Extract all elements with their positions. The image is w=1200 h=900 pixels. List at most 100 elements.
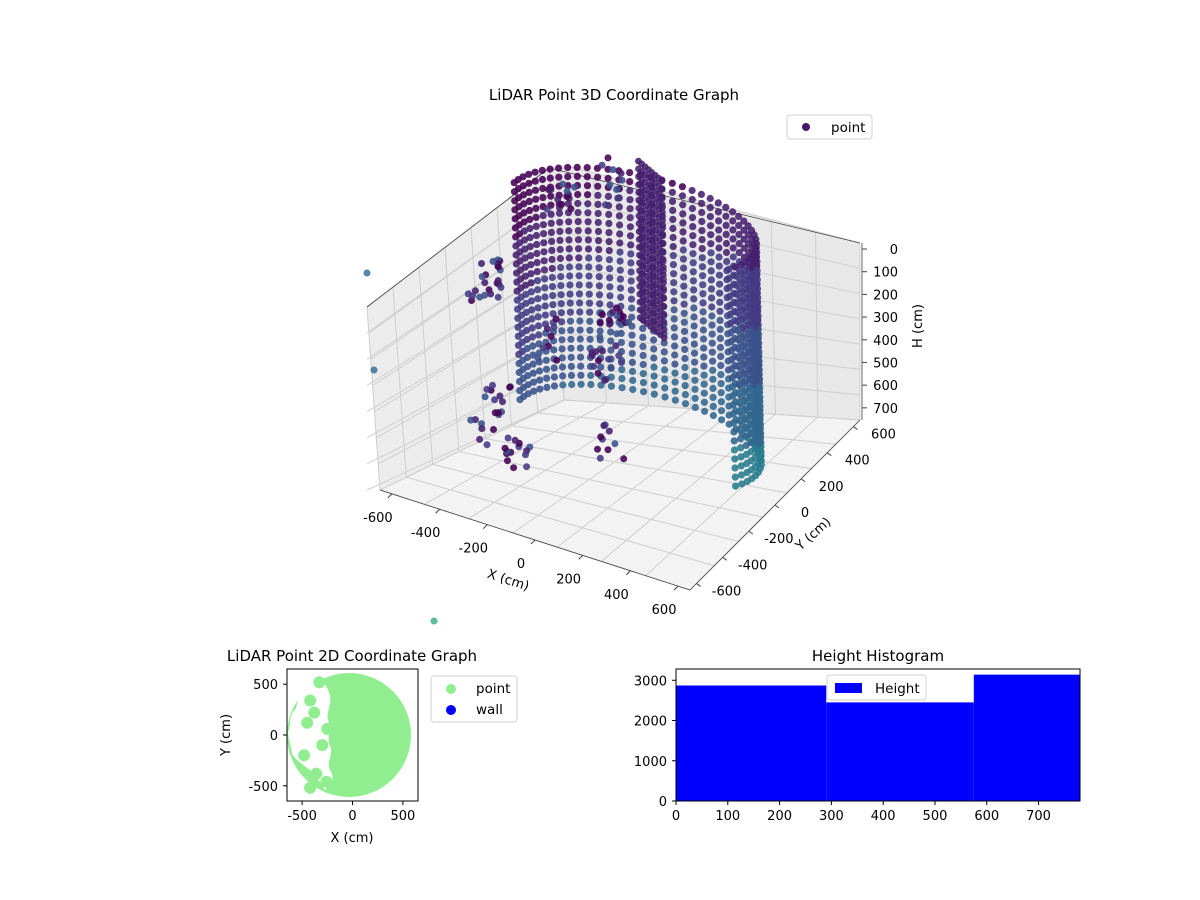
data-point bbox=[565, 245, 573, 253]
y-tick-mark bbox=[696, 583, 701, 587]
data-point bbox=[363, 269, 371, 277]
data-point bbox=[528, 306, 536, 314]
data-point bbox=[552, 315, 560, 323]
data-point bbox=[708, 321, 716, 329]
data-point bbox=[531, 168, 539, 176]
data-point bbox=[678, 183, 687, 191]
data-point bbox=[587, 371, 595, 380]
data-point bbox=[595, 291, 604, 299]
z-tick-label: 100 bbox=[873, 266, 898, 281]
data-point bbox=[543, 374, 551, 382]
data-point bbox=[689, 250, 697, 258]
data-point bbox=[728, 374, 736, 382]
data-point bbox=[731, 464, 739, 472]
data-point bbox=[729, 244, 737, 252]
data-point bbox=[577, 362, 585, 370]
data-point bbox=[520, 236, 529, 244]
data-point bbox=[627, 286, 635, 294]
data-point bbox=[650, 336, 658, 344]
data-point bbox=[585, 290, 593, 298]
data-point bbox=[523, 344, 531, 353]
data-point bbox=[564, 163, 572, 172]
data-point bbox=[576, 326, 584, 334]
data-point bbox=[301, 716, 314, 729]
data-point bbox=[548, 283, 557, 291]
data-point bbox=[700, 353, 708, 361]
data-point bbox=[566, 299, 574, 307]
data-point bbox=[709, 384, 717, 392]
data-point bbox=[540, 230, 548, 238]
data-point bbox=[550, 323, 558, 331]
data-point bbox=[546, 174, 554, 182]
data-point bbox=[601, 376, 609, 384]
data-point bbox=[615, 352, 623, 360]
data-point bbox=[639, 360, 647, 369]
y-tick-mark bbox=[774, 504, 780, 509]
x-tick-label: 100 bbox=[715, 809, 740, 824]
legend-marker-height bbox=[835, 683, 862, 693]
data-point bbox=[597, 433, 605, 441]
data-point bbox=[626, 232, 635, 240]
data-point bbox=[625, 318, 632, 326]
data-point bbox=[669, 252, 677, 260]
data-point bbox=[732, 290, 740, 298]
data-point bbox=[616, 275, 625, 283]
data-point bbox=[691, 358, 699, 366]
data-point bbox=[679, 219, 687, 227]
data-point bbox=[700, 380, 708, 388]
data-point bbox=[594, 218, 602, 227]
data-point bbox=[728, 383, 737, 391]
data-point bbox=[715, 271, 724, 279]
data-point bbox=[715, 226, 723, 234]
data-point bbox=[540, 257, 548, 265]
data-point bbox=[519, 191, 528, 199]
data-point bbox=[722, 239, 731, 248]
data-point bbox=[607, 337, 615, 345]
data-point bbox=[690, 331, 698, 339]
data-point bbox=[609, 166, 617, 174]
data-point bbox=[723, 257, 731, 266]
data-point bbox=[594, 191, 602, 199]
data-point bbox=[558, 336, 566, 344]
data-point bbox=[690, 340, 698, 348]
data-point bbox=[595, 237, 603, 245]
data-point bbox=[659, 248, 667, 255]
data-point bbox=[660, 287, 667, 295]
data-point bbox=[566, 272, 574, 280]
data-point bbox=[607, 328, 615, 336]
data-point bbox=[733, 317, 741, 325]
data-point bbox=[729, 392, 737, 400]
data-point bbox=[567, 335, 575, 343]
data-point bbox=[568, 380, 576, 389]
data-point bbox=[688, 214, 697, 222]
data-point bbox=[717, 361, 725, 370]
x-tick-label: 300 bbox=[819, 809, 844, 824]
data-point bbox=[680, 318, 688, 326]
data-point bbox=[558, 363, 567, 371]
data-point bbox=[615, 203, 623, 211]
data-point bbox=[650, 345, 658, 353]
data-point bbox=[607, 363, 615, 371]
data-point bbox=[731, 455, 739, 463]
data-point bbox=[316, 739, 329, 752]
data-point bbox=[542, 365, 551, 373]
data-point bbox=[706, 194, 714, 203]
data-point bbox=[681, 336, 689, 344]
data-point bbox=[628, 358, 637, 366]
data-point bbox=[741, 405, 749, 413]
data-point bbox=[727, 346, 736, 355]
data-point bbox=[697, 190, 706, 198]
data-point bbox=[698, 217, 706, 226]
data-point bbox=[586, 335, 594, 343]
data-point bbox=[699, 326, 708, 334]
data-point bbox=[658, 201, 666, 208]
data-point bbox=[626, 205, 634, 213]
data-point bbox=[557, 263, 565, 272]
legend-label-wall: wall bbox=[476, 702, 503, 718]
data-point bbox=[731, 473, 739, 481]
data-point bbox=[740, 360, 748, 368]
data-point bbox=[617, 293, 625, 301]
data-point bbox=[737, 261, 745, 269]
data-point bbox=[541, 275, 549, 283]
data-point bbox=[670, 324, 678, 332]
